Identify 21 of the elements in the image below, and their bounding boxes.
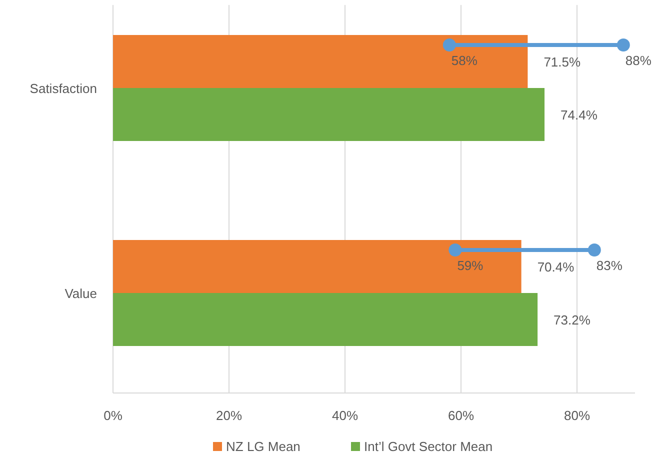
point	[616, 38, 630, 52]
y-tick-label: Value	[64, 286, 97, 301]
y-tick-label: Satisfaction	[30, 81, 97, 96]
x-tick-label: 40%	[332, 408, 358, 423]
x-tick-label: 60%	[448, 408, 474, 423]
data-label: 74.4%	[560, 108, 598, 122]
x-tick-label: 0%	[104, 408, 123, 423]
point	[442, 38, 456, 52]
data-label: 88%	[625, 53, 652, 68]
legend-label: NZ LG Mean	[226, 439, 300, 454]
data-label: 83%	[596, 258, 623, 273]
data-label: 71.5%	[544, 54, 581, 70]
data-label: 58%	[451, 53, 478, 68]
x-tick-label: 20%	[216, 408, 242, 423]
data-label: 59%	[457, 258, 484, 273]
legend-label: Int’l Govt Sector Mean	[364, 439, 493, 454]
data-label: 73.2%	[554, 312, 591, 328]
x-tick-label: 80%	[564, 408, 590, 423]
point	[588, 244, 601, 256]
data-label: 70.4%	[537, 260, 575, 274]
point	[448, 244, 462, 256]
